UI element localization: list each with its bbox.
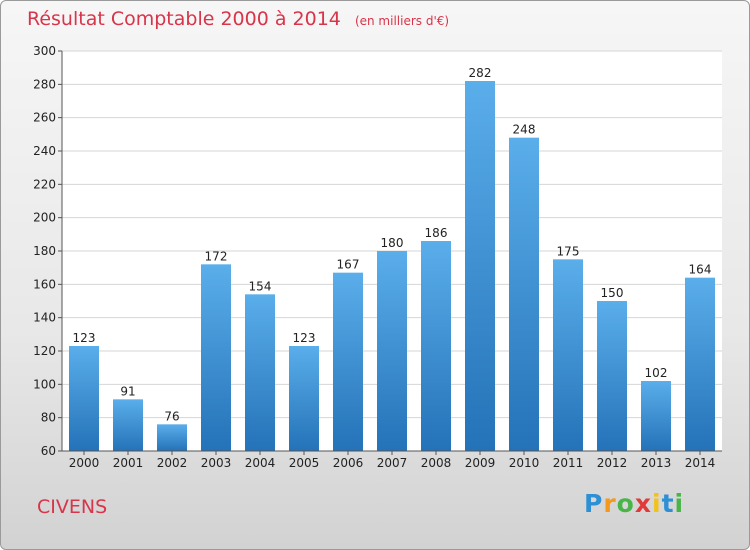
x-tick-label-2014: 2014 <box>685 456 716 470</box>
logo-letter: P <box>584 489 604 518</box>
x-tick-label-2002: 2002 <box>157 456 188 470</box>
logo-letter: i <box>674 489 685 518</box>
data-label-2012: 150 <box>601 286 624 300</box>
x-tick-label-2008: 2008 <box>421 456 452 470</box>
y-tick-label-140: 140 <box>33 311 56 325</box>
data-label-2003: 172 <box>205 249 228 263</box>
y-tick-label-240: 240 <box>33 144 56 158</box>
y-tick-label-160: 160 <box>33 277 56 291</box>
y-tick-label-300: 300 <box>33 44 56 58</box>
logo-letter: r <box>603 489 617 518</box>
bar-2014 <box>685 277 715 451</box>
x-tick-label-2012: 2012 <box>597 456 628 470</box>
data-label-2002: 76 <box>164 409 179 423</box>
y-tick-label-180: 180 <box>33 244 56 258</box>
bar-2005 <box>289 346 319 451</box>
logo-letter: t <box>661 489 675 518</box>
logo-letter: o <box>616 489 635 518</box>
bar-2006 <box>333 272 363 451</box>
bar-2008 <box>421 241 451 451</box>
x-tick-label-2005: 2005 <box>289 456 320 470</box>
data-label-2007: 180 <box>381 236 404 250</box>
chart-title-text: Résultat Comptable 2000 à 2014 <box>27 8 341 30</box>
x-tick-label-2000: 2000 <box>69 456 100 470</box>
logo-letter: x <box>634 489 652 518</box>
data-label-2006: 167 <box>337 258 360 272</box>
x-tick-label-2003: 2003 <box>201 456 232 470</box>
chart-subtitle: (en milliers d'€) <box>354 14 450 28</box>
data-label-2005: 123 <box>293 331 316 345</box>
bar-2011 <box>553 259 583 451</box>
bar-2001 <box>113 399 143 451</box>
x-tick-label-2009: 2009 <box>465 456 496 470</box>
data-label-2008: 186 <box>425 226 448 240</box>
data-label-2004: 154 <box>249 279 272 293</box>
bar-2000 <box>69 346 99 451</box>
data-label-2014: 164 <box>689 263 712 277</box>
bar-2012 <box>597 301 627 451</box>
y-tick-label-60: 60 <box>41 444 56 458</box>
city-name: CIVENS <box>37 496 108 518</box>
data-label-2010: 248 <box>513 123 536 137</box>
data-label-2009: 282 <box>469 66 492 80</box>
x-tick-label-2010: 2010 <box>509 456 540 470</box>
x-tick-label-2006: 2006 <box>333 456 364 470</box>
bar-2002 <box>157 424 187 451</box>
data-label-2001: 91 <box>120 384 135 398</box>
y-tick-label-280: 280 <box>33 77 56 91</box>
y-tick-label-220: 220 <box>33 177 56 191</box>
proxiti-logo[interactable]: Proxiti <box>584 489 684 518</box>
bar-2004 <box>245 294 275 451</box>
y-tick-label-260: 260 <box>33 111 56 125</box>
x-tick-label-2013: 2013 <box>641 456 672 470</box>
logo-letter: i <box>652 489 662 518</box>
bar-2010 <box>509 137 539 451</box>
y-tick-label-200: 200 <box>33 211 56 225</box>
x-tick-label-2011: 2011 <box>553 456 584 470</box>
bar-2003 <box>201 264 231 451</box>
y-tick-label-100: 100 <box>33 377 56 391</box>
bar-2013 <box>641 381 671 451</box>
y-tick-label-120: 120 <box>33 344 56 358</box>
data-label-2011: 175 <box>557 244 580 258</box>
bar-2007 <box>377 251 407 451</box>
data-label-2000: 123 <box>73 331 96 345</box>
chart-title: Résultat Comptable 2000 à 2014 (en milli… <box>27 8 449 30</box>
x-tick-label-2004: 2004 <box>245 456 276 470</box>
data-label-2013: 102 <box>645 366 668 380</box>
y-tick-label-80: 80 <box>41 411 56 425</box>
bar-2009 <box>465 81 495 451</box>
x-tick-label-2007: 2007 <box>377 456 408 470</box>
x-tick-label-2001: 2001 <box>113 456 144 470</box>
